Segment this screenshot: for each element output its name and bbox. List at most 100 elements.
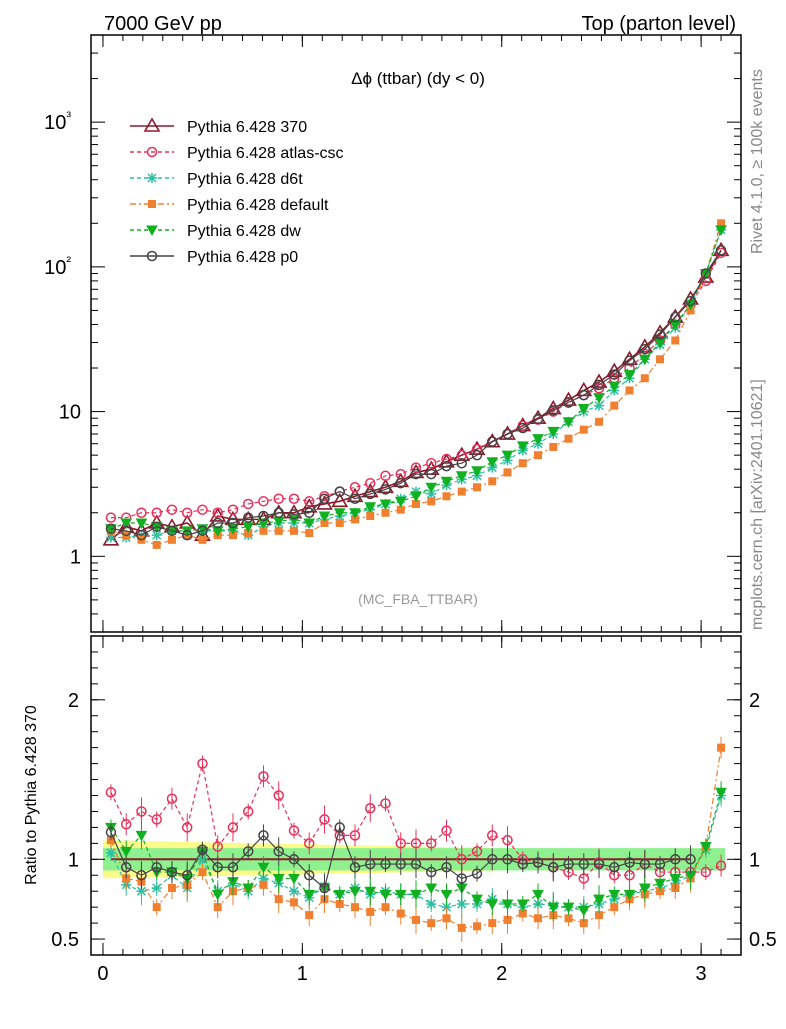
legend-label: Pythia 6.428 d6t xyxy=(187,171,303,188)
ratio-point xyxy=(181,822,193,833)
ratio-point xyxy=(534,914,543,923)
data-point xyxy=(151,521,162,533)
series-1 xyxy=(105,247,727,523)
data-point xyxy=(105,523,117,535)
data-point xyxy=(334,486,345,497)
data-point xyxy=(257,518,270,530)
data-point xyxy=(335,518,344,527)
legend-label: Pythia 6.428 370 xyxy=(187,119,307,136)
ratio-point xyxy=(151,883,162,894)
header-right: Top (parton level) xyxy=(581,13,736,35)
data-point xyxy=(471,466,483,477)
ratio-point xyxy=(211,889,224,901)
ratio-point xyxy=(380,858,391,870)
ratio-point xyxy=(105,826,117,838)
ratio-point xyxy=(638,883,651,895)
data-point xyxy=(549,442,558,451)
y-tick-label: 10² xyxy=(44,253,71,279)
legend-label: Pythia 6.428 dw xyxy=(187,223,301,240)
data-point xyxy=(412,499,420,508)
ratio-point xyxy=(517,858,529,870)
y-tick-label: 10 xyxy=(59,402,81,424)
ratio-point xyxy=(564,914,573,923)
ratio-point xyxy=(608,889,621,901)
ratio-point xyxy=(715,787,727,799)
y-tick-label: 10³ xyxy=(44,108,71,134)
data-point xyxy=(364,502,377,513)
data-point xyxy=(579,425,588,434)
ratio-point xyxy=(609,862,620,873)
data-point xyxy=(274,526,283,535)
ratio-point xyxy=(456,873,468,884)
data-point xyxy=(349,493,361,504)
ratio-point xyxy=(288,886,299,897)
data-point xyxy=(333,508,346,519)
legend-marker xyxy=(146,146,158,158)
data-point xyxy=(212,507,223,519)
data-point xyxy=(273,493,284,504)
ratio-point xyxy=(333,889,346,901)
data-point xyxy=(331,492,349,508)
ratio-point xyxy=(213,903,222,912)
ratio-point xyxy=(396,909,405,918)
data-point xyxy=(426,457,437,469)
ratio-point xyxy=(501,899,514,910)
data-point xyxy=(167,535,176,544)
data-point xyxy=(305,528,314,537)
ratio-point xyxy=(335,899,344,908)
data-point xyxy=(717,219,726,228)
data-point xyxy=(547,426,560,438)
data-point xyxy=(609,369,620,380)
ratio-point xyxy=(319,882,330,894)
data-point xyxy=(227,504,239,515)
ratio-point xyxy=(135,830,148,842)
ratio-point xyxy=(654,858,666,870)
data-point xyxy=(120,518,133,530)
ratio-point xyxy=(303,838,315,849)
ratio-point xyxy=(488,919,497,928)
data-point xyxy=(319,493,330,504)
ratio-point xyxy=(136,870,147,881)
data-point xyxy=(441,460,452,472)
data-point xyxy=(105,512,117,523)
data-point xyxy=(303,518,316,530)
data-point xyxy=(625,386,634,395)
data-point xyxy=(640,374,649,383)
data-point xyxy=(532,413,544,425)
ratio-point xyxy=(593,894,605,906)
data-point xyxy=(227,517,239,529)
ratio-point xyxy=(410,889,422,901)
ratio-point xyxy=(197,844,208,855)
data-point xyxy=(364,488,376,500)
ratio-tick-label: 0.5 xyxy=(51,929,79,951)
ratio-point xyxy=(563,858,574,870)
ratio-point xyxy=(319,814,330,825)
data-point xyxy=(288,509,300,520)
ratio-tick-label-right: 1 xyxy=(749,849,760,871)
ratio-point xyxy=(380,798,391,809)
data-point xyxy=(487,436,498,447)
legend-item: Pythia 6.428 p0 xyxy=(130,249,298,266)
data-point xyxy=(605,362,623,378)
data-point xyxy=(516,441,529,452)
data-point xyxy=(151,530,162,541)
series-line xyxy=(110,250,722,536)
ratio-point xyxy=(303,870,315,881)
ratio-point xyxy=(442,914,451,923)
legend-label: Pythia 6.428 p0 xyxy=(187,249,298,266)
ratio-point xyxy=(457,923,466,932)
data-point xyxy=(166,525,178,537)
ratio-point xyxy=(639,858,651,870)
data-point xyxy=(303,496,315,507)
data-point xyxy=(380,470,391,482)
ratio-point xyxy=(547,902,560,914)
ratio-point xyxy=(717,743,726,752)
data-point xyxy=(366,511,375,520)
ratio-point xyxy=(334,822,345,833)
ratio-point xyxy=(364,858,376,870)
x-tick-label: 1 xyxy=(297,963,308,985)
legend-marker xyxy=(148,200,156,208)
data-point xyxy=(440,476,453,488)
ratio-point xyxy=(167,884,176,893)
x-tick-label: 0 xyxy=(97,963,108,985)
